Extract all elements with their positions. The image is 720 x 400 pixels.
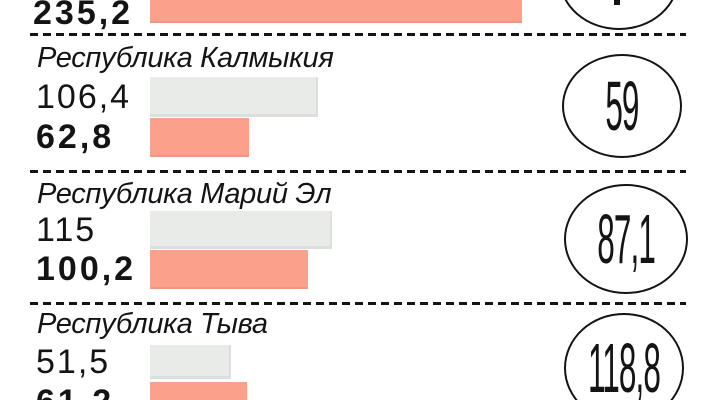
- value-label-salmon: 62,8: [36, 118, 115, 156]
- value-label-gray: 106,4: [36, 78, 132, 116]
- bar-gray: [150, 77, 319, 117]
- circle-value: 59: [605, 67, 639, 145]
- bar-gray: [150, 211, 332, 249]
- region-title: Республика Марий Эл: [37, 178, 332, 210]
- value-label-gray: 51,5: [36, 343, 111, 381]
- circle-value: 118,8: [588, 329, 661, 400]
- circle-value: 87,1: [597, 200, 656, 278]
- bar-salmon: [150, 382, 247, 400]
- value-label-salmon: 61,2: [36, 382, 114, 400]
- value-label-salmon: 100,2: [36, 250, 137, 288]
- bar-salmon: [150, 250, 309, 289]
- bar-salmon: [150, 0, 522, 23]
- dashed-divider: [30, 170, 686, 173]
- indicator-circle: 118,8: [564, 313, 684, 400]
- bar-salmon: [150, 118, 250, 157]
- cropped-number-fragment: [614, 0, 620, 5]
- dashed-divider: [30, 33, 686, 36]
- bar-gray: [150, 345, 232, 379]
- region-title: Республика Тыва: [37, 308, 268, 340]
- value-label-gray: 115: [36, 211, 97, 249]
- indicator-circle: 59: [562, 54, 682, 158]
- region-title: Республика Калмыкия: [37, 42, 334, 74]
- dashed-divider: [30, 302, 686, 305]
- value-label-salmon: 235,2: [33, 0, 134, 32]
- indicator-circle: 87,1: [564, 184, 688, 294]
